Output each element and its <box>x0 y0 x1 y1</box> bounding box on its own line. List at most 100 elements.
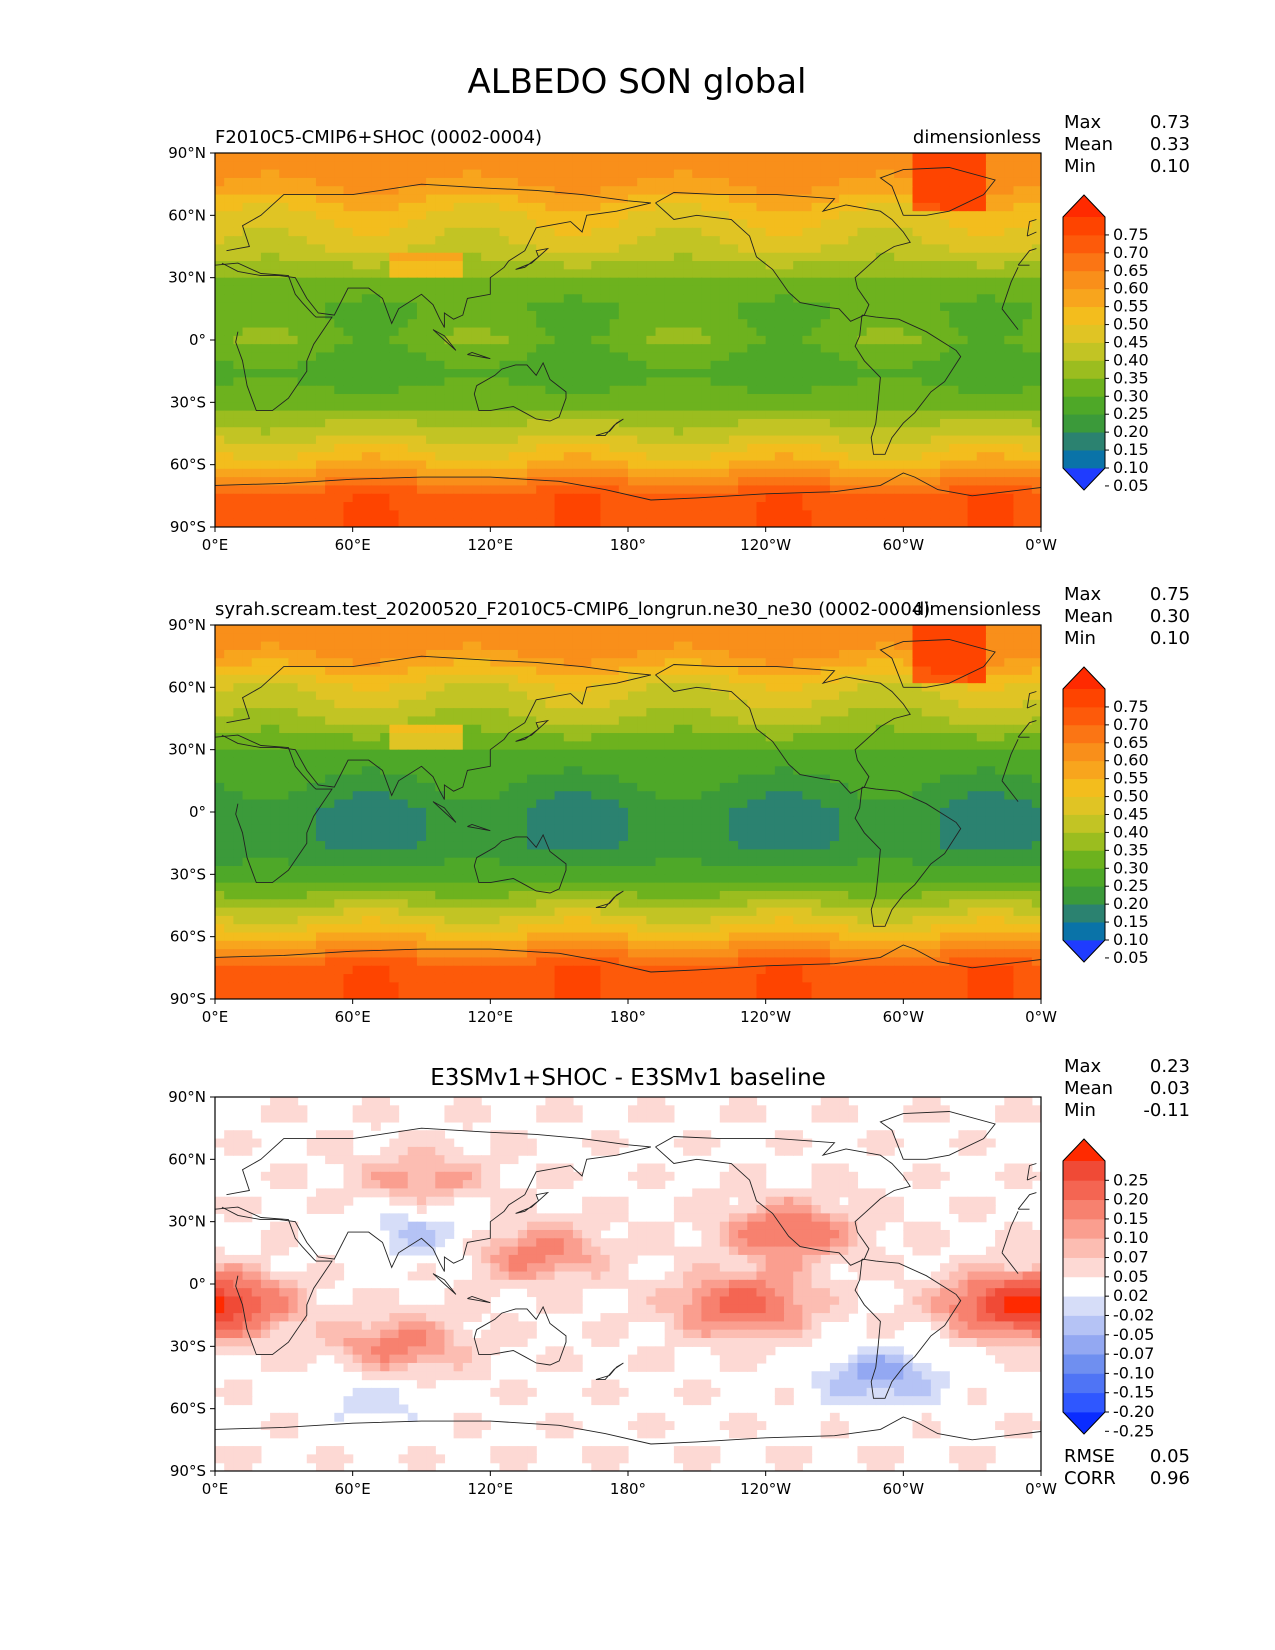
map-cell <box>628 169 638 179</box>
map-cell <box>1004 674 1015 684</box>
map-cell <box>416 360 427 370</box>
map-cell <box>527 335 537 345</box>
map-cell <box>793 227 803 237</box>
map-cell <box>811 369 822 378</box>
map-cell <box>894 641 904 651</box>
map-cell <box>435 294 446 304</box>
map-cell <box>471 211 482 221</box>
map-cell <box>224 219 234 229</box>
map-cell <box>912 319 923 329</box>
map-cell <box>949 269 959 279</box>
map-cell <box>839 427 849 437</box>
map-cell <box>398 493 409 503</box>
map-cell <box>426 369 436 378</box>
map-cell <box>471 674 482 684</box>
map-cell <box>325 169 335 179</box>
map-cell <box>536 352 546 362</box>
map-cell <box>958 261 969 270</box>
map-cell <box>866 649 877 659</box>
map-cell <box>655 319 666 329</box>
map-cell <box>756 691 767 701</box>
map-cell <box>279 360 290 370</box>
map-cell <box>527 252 537 262</box>
map-cell <box>903 674 914 684</box>
map-cell <box>389 352 400 362</box>
map-cell <box>527 452 537 462</box>
map-cell <box>728 402 739 412</box>
map-cell <box>747 674 758 684</box>
map-cell <box>857 302 868 312</box>
map-cell <box>435 452 446 462</box>
map-cell <box>765 360 776 370</box>
x-tick-label: 120°W <box>740 536 791 554</box>
map-cell <box>270 327 280 337</box>
map-cell <box>719 227 730 237</box>
map-cell <box>352 269 363 279</box>
map-cell <box>462 394 473 403</box>
map-cell <box>967 674 978 684</box>
map-cell <box>738 641 748 651</box>
map-cell <box>416 277 427 287</box>
map-cell <box>765 252 776 262</box>
map-cell <box>527 699 537 709</box>
map-cell <box>352 153 363 162</box>
map-cell <box>637 410 647 420</box>
map-cell <box>426 153 436 162</box>
map-cell <box>857 410 868 420</box>
map-cell <box>490 402 501 412</box>
map-cell <box>306 633 317 643</box>
map-cell <box>334 683 345 693</box>
map-cell <box>903 161 914 171</box>
map-cell <box>829 236 840 246</box>
map-cell <box>471 177 482 187</box>
map-cell <box>811 236 822 246</box>
map-cell <box>655 219 666 229</box>
map-cell <box>251 394 262 403</box>
map-cell <box>288 502 299 511</box>
map-cell <box>967 244 978 254</box>
map-cell <box>930 683 941 693</box>
map-cell <box>683 443 693 453</box>
map-cell <box>435 327 446 337</box>
map-cell <box>802 443 813 453</box>
map-cell <box>371 177 381 187</box>
map-cell <box>260 468 271 478</box>
map-cell <box>940 360 950 370</box>
map-cell <box>416 641 427 651</box>
map-cell <box>1031 691 1041 701</box>
map-cell <box>572 194 583 204</box>
map-cell <box>820 285 831 295</box>
map-cell <box>389 674 400 684</box>
map-cell <box>416 477 427 487</box>
map-cell <box>471 310 482 320</box>
map-cell <box>270 468 280 478</box>
map-cell <box>894 502 904 511</box>
map-cell <box>361 674 372 684</box>
map-cell <box>940 335 950 345</box>
map-cell <box>251 177 262 187</box>
map-cell <box>407 452 418 462</box>
map-cell <box>728 649 739 659</box>
map-cell <box>315 443 326 453</box>
map-cell <box>325 502 335 511</box>
map-cell <box>949 649 959 659</box>
map-cell <box>985 285 996 295</box>
map-cell <box>756 202 767 212</box>
map-cell <box>270 402 280 412</box>
map-cell <box>637 674 647 684</box>
map-cell <box>985 510 996 520</box>
map-cell <box>857 211 868 221</box>
map-cell <box>233 219 244 229</box>
map-cell <box>563 186 574 196</box>
map-cell <box>260 202 271 212</box>
map-cell <box>224 418 234 428</box>
map-cell <box>866 261 877 270</box>
map-cell <box>490 385 501 395</box>
map-cell <box>930 310 941 320</box>
map-cell <box>995 625 1005 634</box>
map-cell <box>260 633 271 643</box>
map-cell <box>765 369 776 378</box>
map-cell <box>315 252 326 262</box>
map-cell <box>866 335 877 345</box>
map-cell <box>371 236 381 246</box>
